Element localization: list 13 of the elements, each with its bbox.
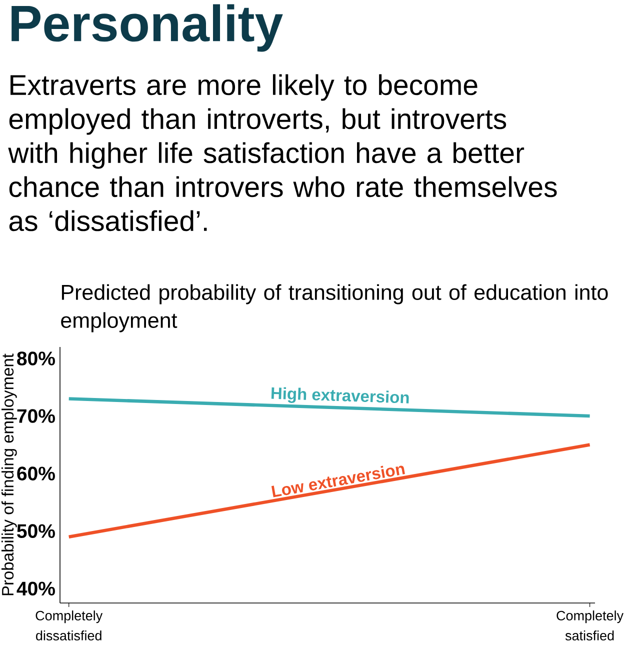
y-axis-title: Probability of finding employment [1, 354, 17, 596]
series-label: High extraversion [271, 387, 409, 404]
y-tick-label: 50% [17, 524, 55, 538]
chart-title: Personality [12, 4, 283, 52]
y-tick-label: 80% [17, 352, 55, 366]
text: Low extraversion [271, 466, 405, 498]
y-tick-label: 60% [17, 466, 55, 480]
x-tick-label: Completely satisfied [556, 610, 624, 640]
y-tick-label: 40% [16, 582, 55, 596]
chart-subtitle: Extraverts are more likely to become employed than introverts, but introverts with higher life satisfaction have a better chance than introvers who rate themselves as ‘dissatisfied’. [8, 74, 557, 232]
y-tick-label: 70% [17, 409, 55, 423]
text: Predicted probability of transitioning out of education into employment [61, 284, 608, 332]
x-tick-label: Completely dissatisfied [36, 610, 103, 640]
